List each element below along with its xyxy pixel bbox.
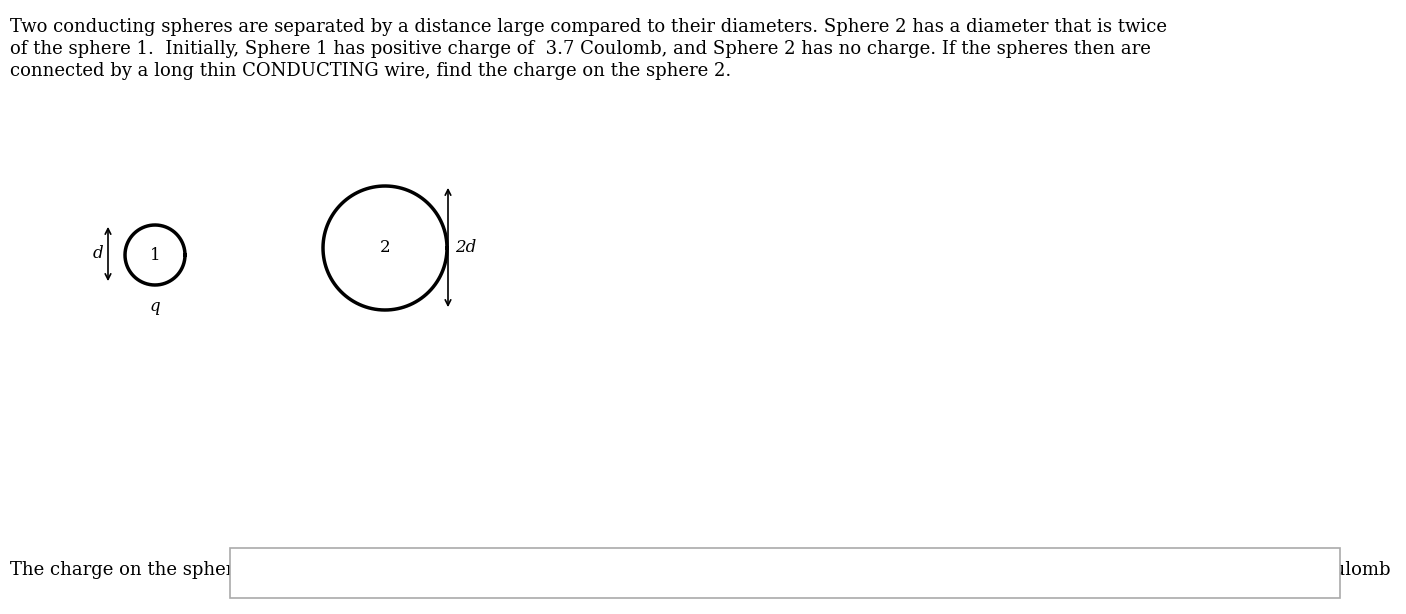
Text: of the sphere 1.  Initially, Sphere 1 has positive charge of  3.7 Coulomb, and S: of the sphere 1. Initially, Sphere 1 has…	[10, 40, 1152, 58]
Text: The charge on the sphere 2 is: The charge on the sphere 2 is	[10, 561, 283, 579]
Text: Two conducting spheres are separated by a distance large compared to their diame: Two conducting spheres are separated by …	[10, 18, 1167, 36]
Text: Coulomb: Coulomb	[1309, 561, 1391, 579]
Text: q: q	[149, 298, 160, 315]
Text: 2d: 2d	[456, 239, 477, 257]
Text: connected by a long thin CONDUCTING wire, find the charge on the sphere 2.: connected by a long thin CONDUCTING wire…	[10, 62, 731, 80]
Text: 1: 1	[149, 246, 160, 263]
Text: d: d	[93, 246, 103, 263]
Bar	[231, 548, 1340, 598]
Text: 2: 2	[380, 239, 391, 257]
